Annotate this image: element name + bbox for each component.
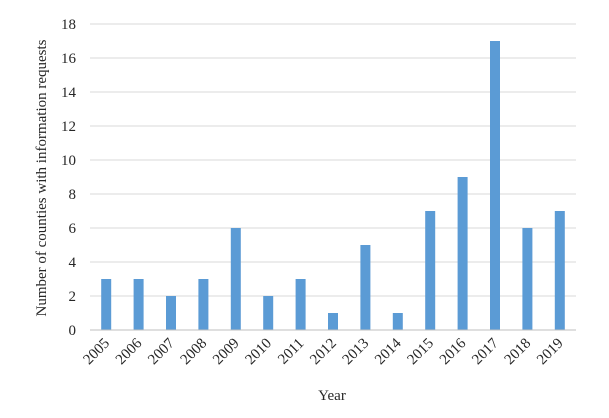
- x-tick-label: 2005: [81, 336, 114, 369]
- bar-2007: [166, 296, 176, 330]
- x-tick-label: 2015: [405, 336, 438, 369]
- x-tick-label: 2012: [307, 336, 340, 369]
- bar-2018: [522, 228, 533, 330]
- bar-2011: [295, 279, 306, 330]
- x-tick-labels: 2005 2006 2007 2008 2009 2010 2011 2012 2013 2014…: [81, 335, 567, 368]
- x-tick-label: 2014: [372, 335, 405, 368]
- y-tick-label: 6: [69, 221, 77, 237]
- y-tick-label: 0: [69, 323, 77, 339]
- x-tick-label: 2007: [145, 335, 178, 368]
- bar-2017: [490, 41, 500, 330]
- gridlines: [90, 23, 576, 297]
- bar-2014: [392, 313, 403, 330]
- bar-2012: [328, 313, 338, 330]
- y-tick-label: 2: [69, 289, 77, 305]
- bar-2019: [554, 211, 565, 330]
- bars: [101, 41, 565, 330]
- bar-2006: [133, 279, 144, 330]
- y-tick-label: 8: [69, 187, 77, 203]
- bar-2009: [230, 228, 241, 330]
- x-tick-label: 2010: [243, 336, 276, 369]
- x-tick-label: 2018: [502, 336, 535, 369]
- x-tick-label: 2011: [275, 336, 307, 368]
- y-tick-labels: 0 2 4 6 8 10 12 14 16 18: [61, 17, 77, 339]
- bar-2010: [263, 296, 274, 330]
- x-tick-label: 2013: [340, 336, 373, 369]
- x-tick-label: 2016: [437, 335, 470, 368]
- bar-2008: [198, 279, 209, 330]
- y-tick-label: 18: [61, 17, 76, 33]
- bar-2005: [101, 279, 112, 330]
- bar-2013: [360, 245, 371, 330]
- y-tick-label: 10: [61, 153, 76, 169]
- x-tick-label: 2008: [178, 336, 211, 369]
- y-tick-label: 12: [61, 119, 76, 135]
- x-tick-label: 2006: [113, 335, 146, 368]
- y-tick-label: 16: [61, 51, 77, 67]
- y-tick-label: 4: [69, 255, 77, 271]
- x-axis-title: Year: [318, 388, 346, 404]
- x-tick-label: 2019: [534, 336, 567, 369]
- x-tick-label: 2009: [210, 336, 243, 369]
- y-tick-label: 14: [61, 85, 77, 101]
- bar-2015: [425, 211, 436, 330]
- bar-2016: [457, 177, 468, 330]
- y-axis-title: Number of counties with information requ…: [34, 39, 50, 316]
- x-tick-label: 2017: [469, 335, 502, 368]
